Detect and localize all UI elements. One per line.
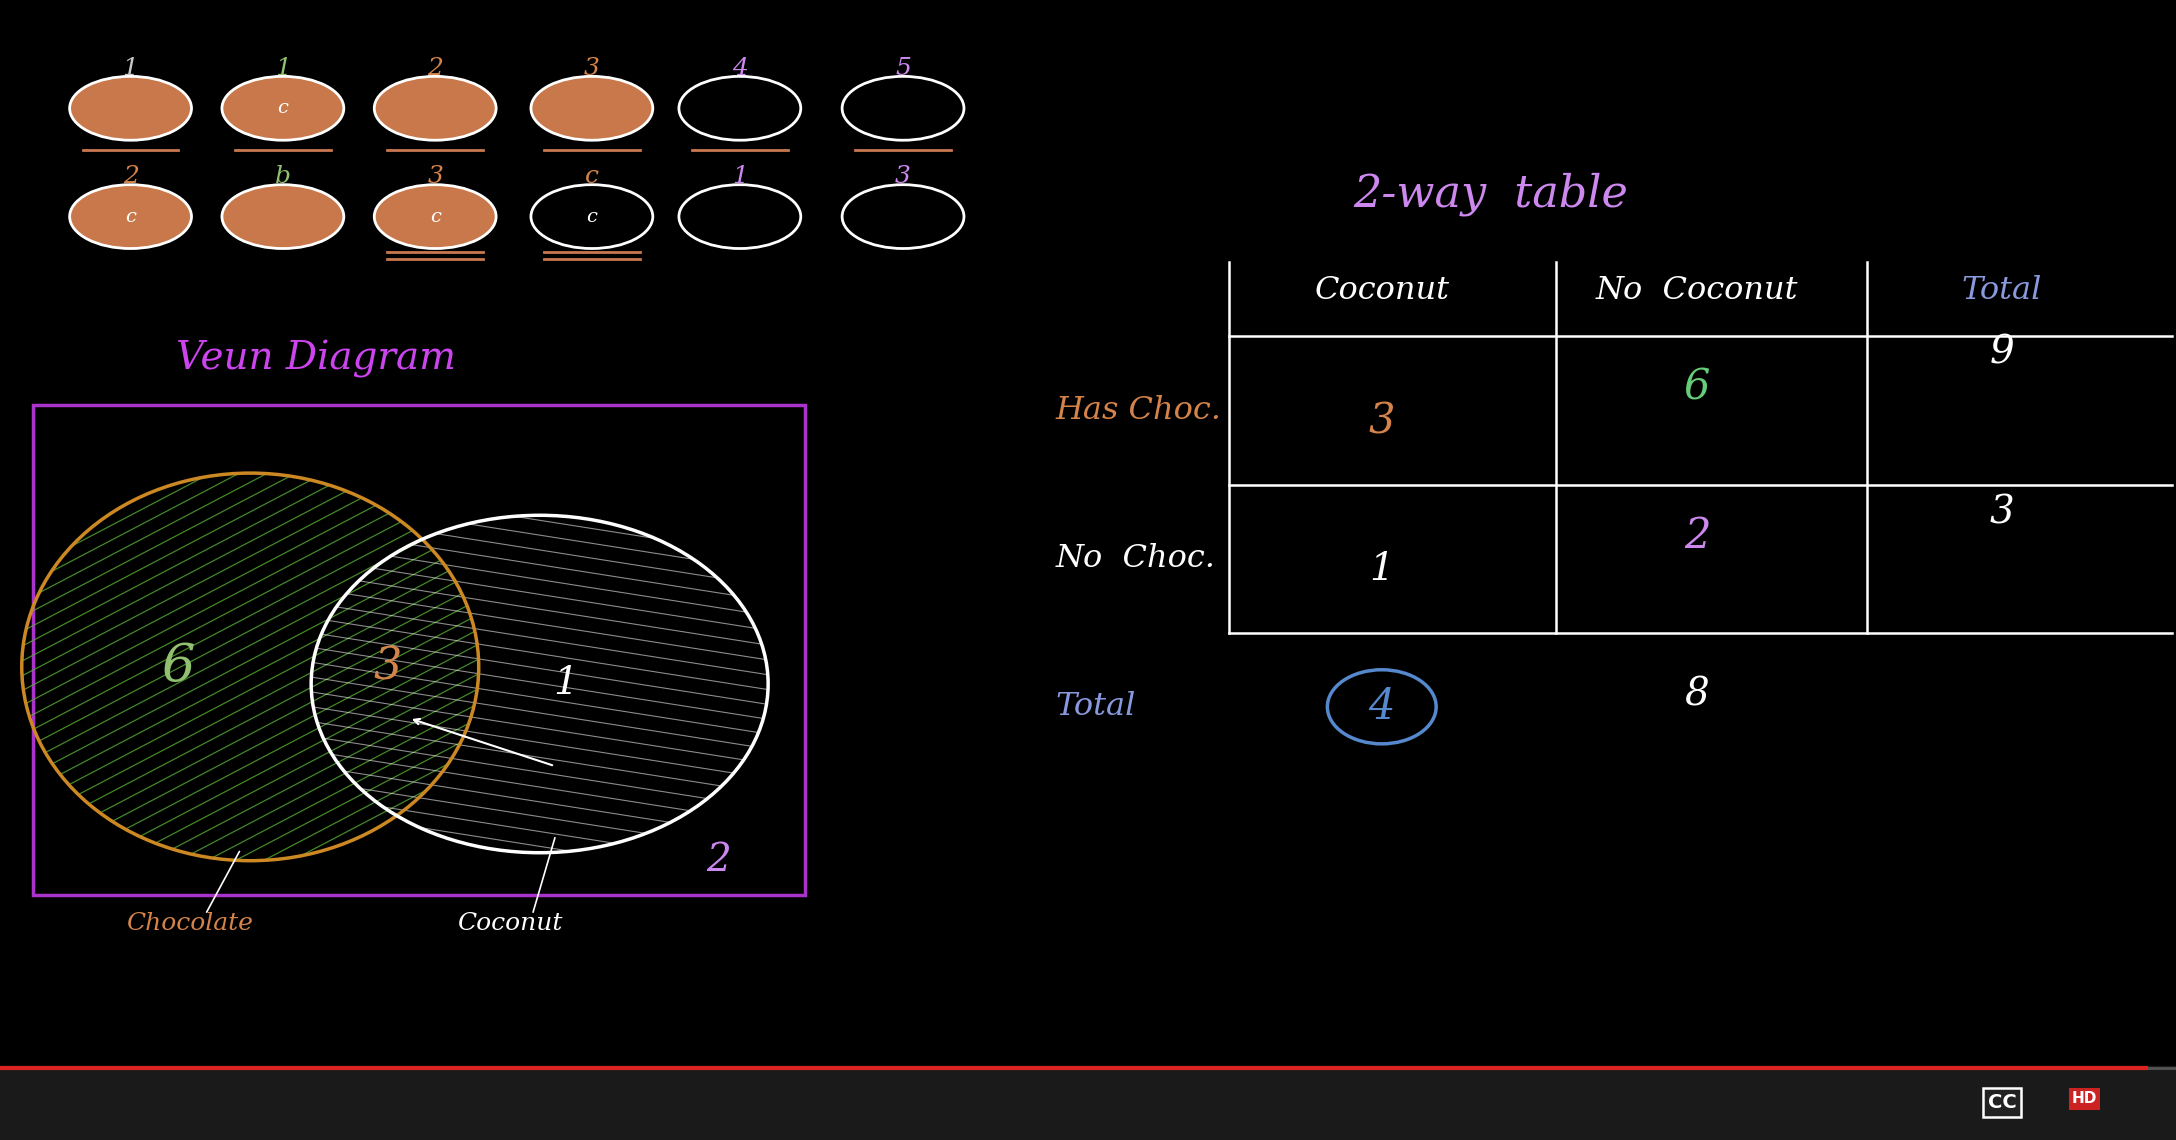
Bar	[0, 1066, 2176, 1140]
Text: 8: 8	[1684, 677, 1710, 714]
Text: Chocolate: Chocolate	[126, 912, 252, 935]
Text: 2-way  table: 2-way table	[1353, 172, 1628, 215]
Circle shape	[222, 76, 344, 140]
Circle shape	[374, 76, 496, 140]
Circle shape	[70, 76, 191, 140]
Text: 3: 3	[1989, 495, 2015, 531]
Text: Total: Total	[1963, 275, 2041, 307]
Text: 3: 3	[372, 645, 403, 689]
Text: No  Coconut: No Coconut	[1595, 275, 1800, 307]
Text: c: c	[585, 165, 598, 188]
Circle shape	[222, 185, 344, 249]
Text: CC: CC	[1987, 1093, 2017, 1112]
Text: ⛶: ⛶	[2141, 1091, 2154, 1114]
Text: 1: 1	[553, 666, 579, 702]
Text: c: c	[588, 207, 596, 226]
Text: 3: 3	[583, 57, 601, 80]
Circle shape	[374, 185, 496, 249]
Text: 3: 3	[1369, 401, 1395, 442]
Text: 6: 6	[161, 642, 196, 692]
Text: Coconut: Coconut	[457, 912, 561, 935]
Text: c: c	[279, 99, 287, 117]
Bar	[33, 405, 805, 895]
Text: HD: HD	[2072, 1091, 2098, 1107]
Text: 1: 1	[274, 57, 292, 80]
Text: 2: 2	[122, 165, 139, 188]
Text: 2: 2	[705, 842, 731, 879]
Circle shape	[70, 185, 191, 249]
Text: 6: 6	[1684, 367, 1710, 408]
Text: No  Choc.: No Choc.	[1055, 543, 1214, 575]
Text: 1: 1	[122, 57, 139, 80]
Text: Coconut: Coconut	[1314, 275, 1449, 307]
Text: ⚙: ⚙	[2080, 1110, 2089, 1124]
Text: c: c	[431, 207, 440, 226]
Text: 9: 9	[1989, 335, 2015, 372]
Text: 3: 3	[894, 165, 912, 188]
Circle shape	[531, 76, 653, 140]
Text: c: c	[126, 207, 135, 226]
Text: 1: 1	[731, 165, 749, 188]
Text: 2: 2	[1684, 515, 1710, 556]
Text: Veun Diagram: Veun Diagram	[176, 340, 455, 378]
Text: 4: 4	[731, 57, 749, 80]
Text: ◀): ◀)	[152, 1093, 174, 1112]
Text: Total: Total	[1055, 691, 1136, 723]
Text: ▶: ▶	[52, 1092, 70, 1113]
Text: 5: 5	[894, 57, 912, 80]
Text: 4: 4	[1369, 686, 1395, 727]
Text: 3: 3	[426, 165, 444, 188]
Text: 6:19 / 6:22: 6:19 / 6:22	[279, 1092, 418, 1113]
Text: 1: 1	[1369, 552, 1395, 588]
Text: Has Choc.: Has Choc.	[1055, 394, 1221, 426]
Text: 2: 2	[426, 57, 444, 80]
Text: b: b	[274, 165, 292, 188]
